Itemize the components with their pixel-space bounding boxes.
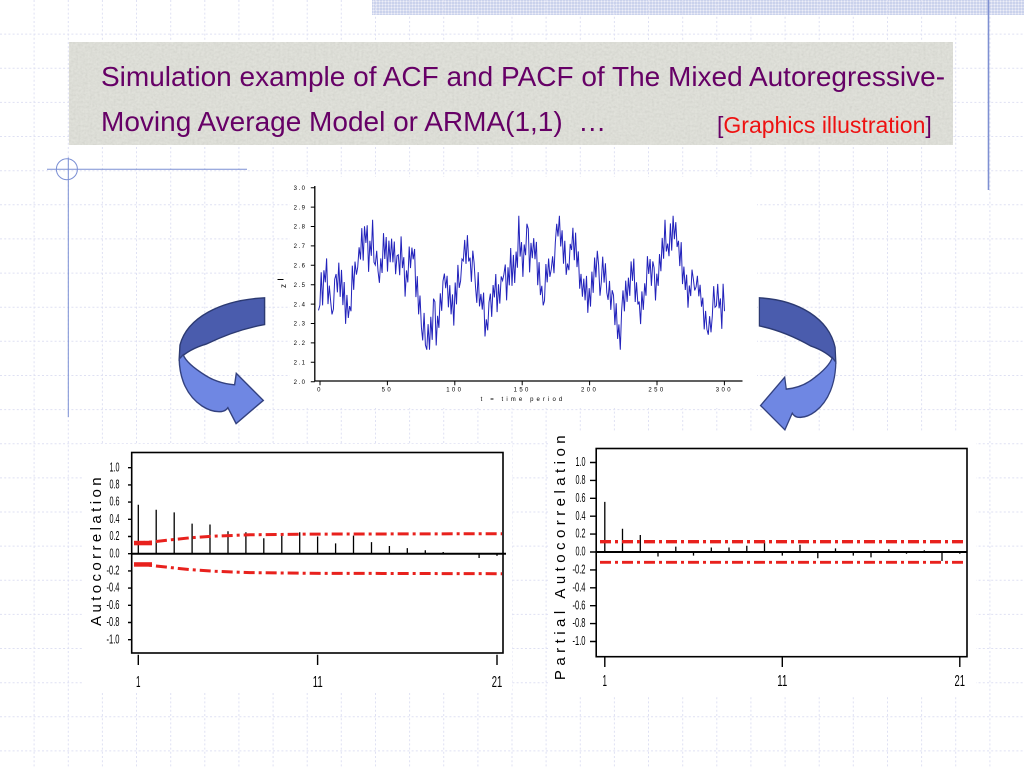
svg-text:100: 100 — [446, 388, 463, 394]
svg-text:2.1: 2.1 — [294, 361, 307, 367]
svg-text:Partial Autocorrelation: Partial Autocorrelation — [552, 431, 569, 680]
svg-text:-0.6: -0.6 — [107, 597, 120, 612]
svg-text:300: 300 — [716, 388, 733, 394]
svg-text:21: 21 — [492, 674, 503, 691]
svg-text:0.0: 0.0 — [576, 544, 586, 559]
svg-text:2.5: 2.5 — [294, 283, 307, 289]
svg-text:2.2: 2.2 — [294, 341, 307, 347]
svg-text:0.8: 0.8 — [110, 477, 120, 492]
svg-text:Autocorrelation: Autocorrelation — [88, 474, 105, 626]
svg-text:2.0: 2.0 — [294, 380, 307, 386]
svg-text:1: 1 — [603, 673, 608, 690]
svg-text:150: 150 — [514, 388, 531, 394]
svg-text:2.7: 2.7 — [294, 244, 307, 250]
svg-text:-1.0: -1.0 — [107, 631, 120, 646]
svg-text:1.0: 1.0 — [110, 459, 120, 474]
svg-text:-0.8: -0.8 — [573, 615, 586, 630]
svg-text:0: 0 — [317, 388, 323, 394]
svg-text:0.6: 0.6 — [576, 490, 586, 505]
svg-text:0.4: 0.4 — [576, 508, 586, 523]
svg-text:11: 11 — [313, 674, 323, 691]
svg-text:-0.6: -0.6 — [573, 597, 586, 612]
svg-text:0.2: 0.2 — [110, 528, 120, 543]
svg-text:50: 50 — [382, 388, 393, 394]
svg-text:-0.4: -0.4 — [573, 579, 586, 594]
svg-text:2.6: 2.6 — [294, 264, 307, 270]
svg-text:3.0: 3.0 — [294, 186, 307, 192]
svg-text:2.9: 2.9 — [294, 205, 307, 211]
svg-text:2.8: 2.8 — [294, 225, 307, 231]
svg-text:-0.8: -0.8 — [107, 614, 120, 629]
svg-text:t = time period: t = time period — [481, 397, 566, 403]
svg-text:250: 250 — [648, 388, 665, 394]
svg-text:0.2: 0.2 — [576, 526, 586, 541]
svg-text:-0.2: -0.2 — [573, 562, 586, 577]
svg-text:2.4: 2.4 — [294, 302, 307, 308]
svg-text:-0.2: -0.2 — [107, 563, 120, 578]
svg-text:200: 200 — [581, 388, 598, 394]
svg-text:-1.0: -1.0 — [573, 633, 586, 648]
svg-text:0.8: 0.8 — [576, 472, 586, 487]
svg-text:1: 1 — [136, 674, 141, 691]
svg-text:0.0: 0.0 — [110, 545, 120, 560]
svg-text:1.0: 1.0 — [576, 454, 586, 469]
svg-text:2.3: 2.3 — [294, 322, 307, 328]
svg-text:11: 11 — [777, 673, 787, 690]
svg-text:0.4: 0.4 — [110, 511, 120, 526]
svg-text:-0.4: -0.4 — [107, 580, 120, 595]
svg-text:21: 21 — [955, 673, 966, 690]
svg-text:0.6: 0.6 — [110, 494, 120, 509]
svg-text:z: z — [279, 284, 288, 288]
